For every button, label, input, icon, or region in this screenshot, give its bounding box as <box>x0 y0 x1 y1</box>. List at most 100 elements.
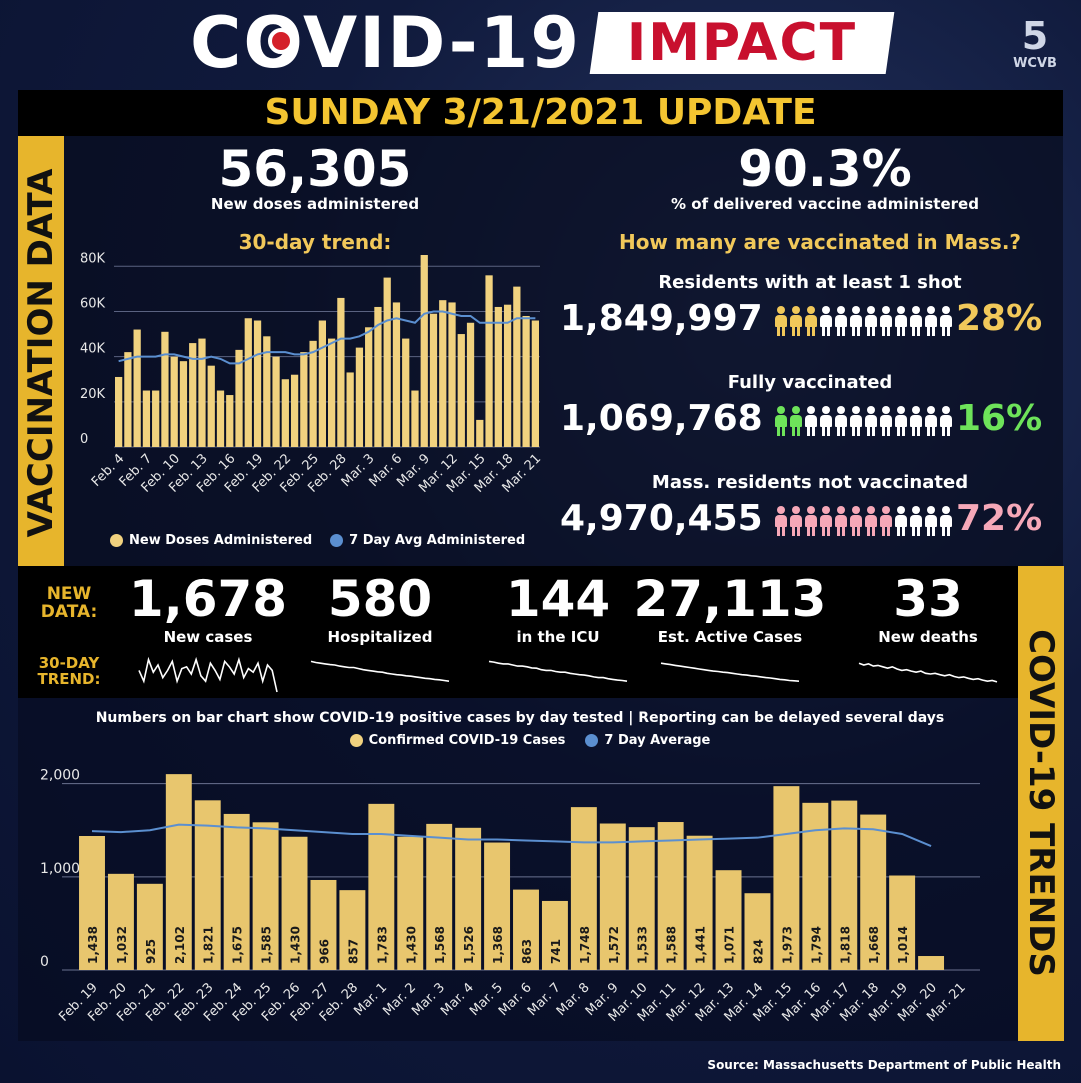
case-bar-label: 1,430 <box>289 926 303 964</box>
person-icon <box>939 506 953 536</box>
person-icon <box>864 506 878 536</box>
dose-bar <box>179 361 188 447</box>
person-leg <box>942 426 945 436</box>
vax-legend-doses-label: New Doses Administered <box>129 533 313 548</box>
person-icon <box>819 406 833 436</box>
dose-bar <box>531 320 539 447</box>
case-bar-label: 1,821 <box>202 926 216 964</box>
person-leg <box>842 526 845 536</box>
person-leg <box>827 526 830 536</box>
person-body <box>925 515 937 527</box>
case-bar-label: 1,794 <box>809 926 823 964</box>
person-head <box>882 406 890 414</box>
person-icon <box>864 306 878 336</box>
legend-dot-icon <box>330 534 344 547</box>
person-body <box>850 415 862 427</box>
stat-label: New cases <box>163 628 253 646</box>
dose-bar <box>115 376 123 447</box>
dose-bar <box>411 390 419 447</box>
case-bar <box>397 836 424 970</box>
person-body <box>910 315 922 327</box>
case-bar-label: 1,818 <box>838 926 852 964</box>
person-icon <box>939 306 953 336</box>
dose-bar <box>522 315 530 447</box>
sparkline <box>858 662 998 683</box>
trends-note: Numbers on bar chart show COVID-19 posit… <box>95 710 945 726</box>
cases-legend-avg: 7 Day Average <box>585 733 710 748</box>
person-leg <box>822 426 825 436</box>
case-bar <box>744 893 771 970</box>
vax-row-pct: 72% <box>956 498 1043 539</box>
person-leg <box>897 326 900 336</box>
new-data-band <box>18 566 1018 698</box>
person-body <box>775 315 787 327</box>
person-leg <box>837 426 840 436</box>
person-head <box>822 406 830 414</box>
dose-bar <box>161 331 169 447</box>
person-head <box>807 506 815 514</box>
case-bar <box>484 842 511 970</box>
dose-bar <box>485 275 493 447</box>
case-bar <box>310 879 337 970</box>
person-leg <box>807 326 810 336</box>
case-bar-label: 1,032 <box>115 926 129 964</box>
person-leg <box>887 526 890 536</box>
case-bar-label: 966 <box>317 939 331 964</box>
person-leg <box>932 526 935 536</box>
y-tick-label: 80K <box>80 251 106 266</box>
person-icon <box>834 506 848 536</box>
person-leg <box>777 326 780 336</box>
person-body <box>805 315 817 327</box>
person-icon <box>909 406 923 436</box>
new-doses-value: 56,305 <box>218 140 412 198</box>
case-bar-label: 1,533 <box>636 926 650 964</box>
vax-row-value: 1,069,768 <box>560 398 763 439</box>
person-leg <box>912 426 915 436</box>
dose-bar <box>429 313 438 447</box>
case-bar <box>599 823 626 970</box>
person-icon <box>879 306 893 336</box>
how-many-title: How many are vaccinated in Mass.? <box>618 230 1022 254</box>
vax-row-pct: 16% <box>956 398 1043 439</box>
person-leg <box>797 426 800 436</box>
case-bar-label: 1,438 <box>86 926 100 964</box>
person-leg <box>857 526 860 536</box>
person-head <box>942 406 950 414</box>
person-icon <box>819 306 833 336</box>
vax-row-title: Fully vaccinated <box>727 372 893 393</box>
person-leg <box>837 526 840 536</box>
person-leg <box>822 326 825 336</box>
title-dot-icon <box>268 28 294 54</box>
person-head <box>792 406 800 414</box>
y-tick-label: 1,000 <box>40 861 80 877</box>
person-body <box>865 315 877 327</box>
person-leg <box>857 326 860 336</box>
person-icon <box>849 506 863 536</box>
dose-bar <box>383 277 391 447</box>
person-leg <box>942 326 945 336</box>
person-body <box>805 515 817 527</box>
person-head <box>777 506 785 514</box>
person-head <box>792 306 800 314</box>
app-title: COVID-19 <box>190 2 582 84</box>
person-leg <box>942 526 945 536</box>
person-leg <box>902 326 905 336</box>
stat-value: 580 <box>327 570 433 628</box>
case-bar-label: 1,071 <box>723 926 737 964</box>
y-tick-label: 40K <box>80 342 106 357</box>
case-bar-label: 824 <box>751 939 765 964</box>
person-head <box>807 306 815 314</box>
case-bar-label: 857 <box>346 939 360 964</box>
dose-bar <box>392 302 401 447</box>
person-leg <box>867 426 870 436</box>
cases-legend-confirmed-label: Confirmed COVID-19 Cases <box>368 733 566 748</box>
case-bar-label: 1,588 <box>665 926 679 964</box>
person-head <box>897 506 905 514</box>
dose-bar <box>402 338 410 447</box>
person-head <box>837 506 845 514</box>
person-leg <box>837 326 840 336</box>
person-head <box>912 306 920 314</box>
person-leg <box>902 426 905 436</box>
person-leg <box>792 326 795 336</box>
